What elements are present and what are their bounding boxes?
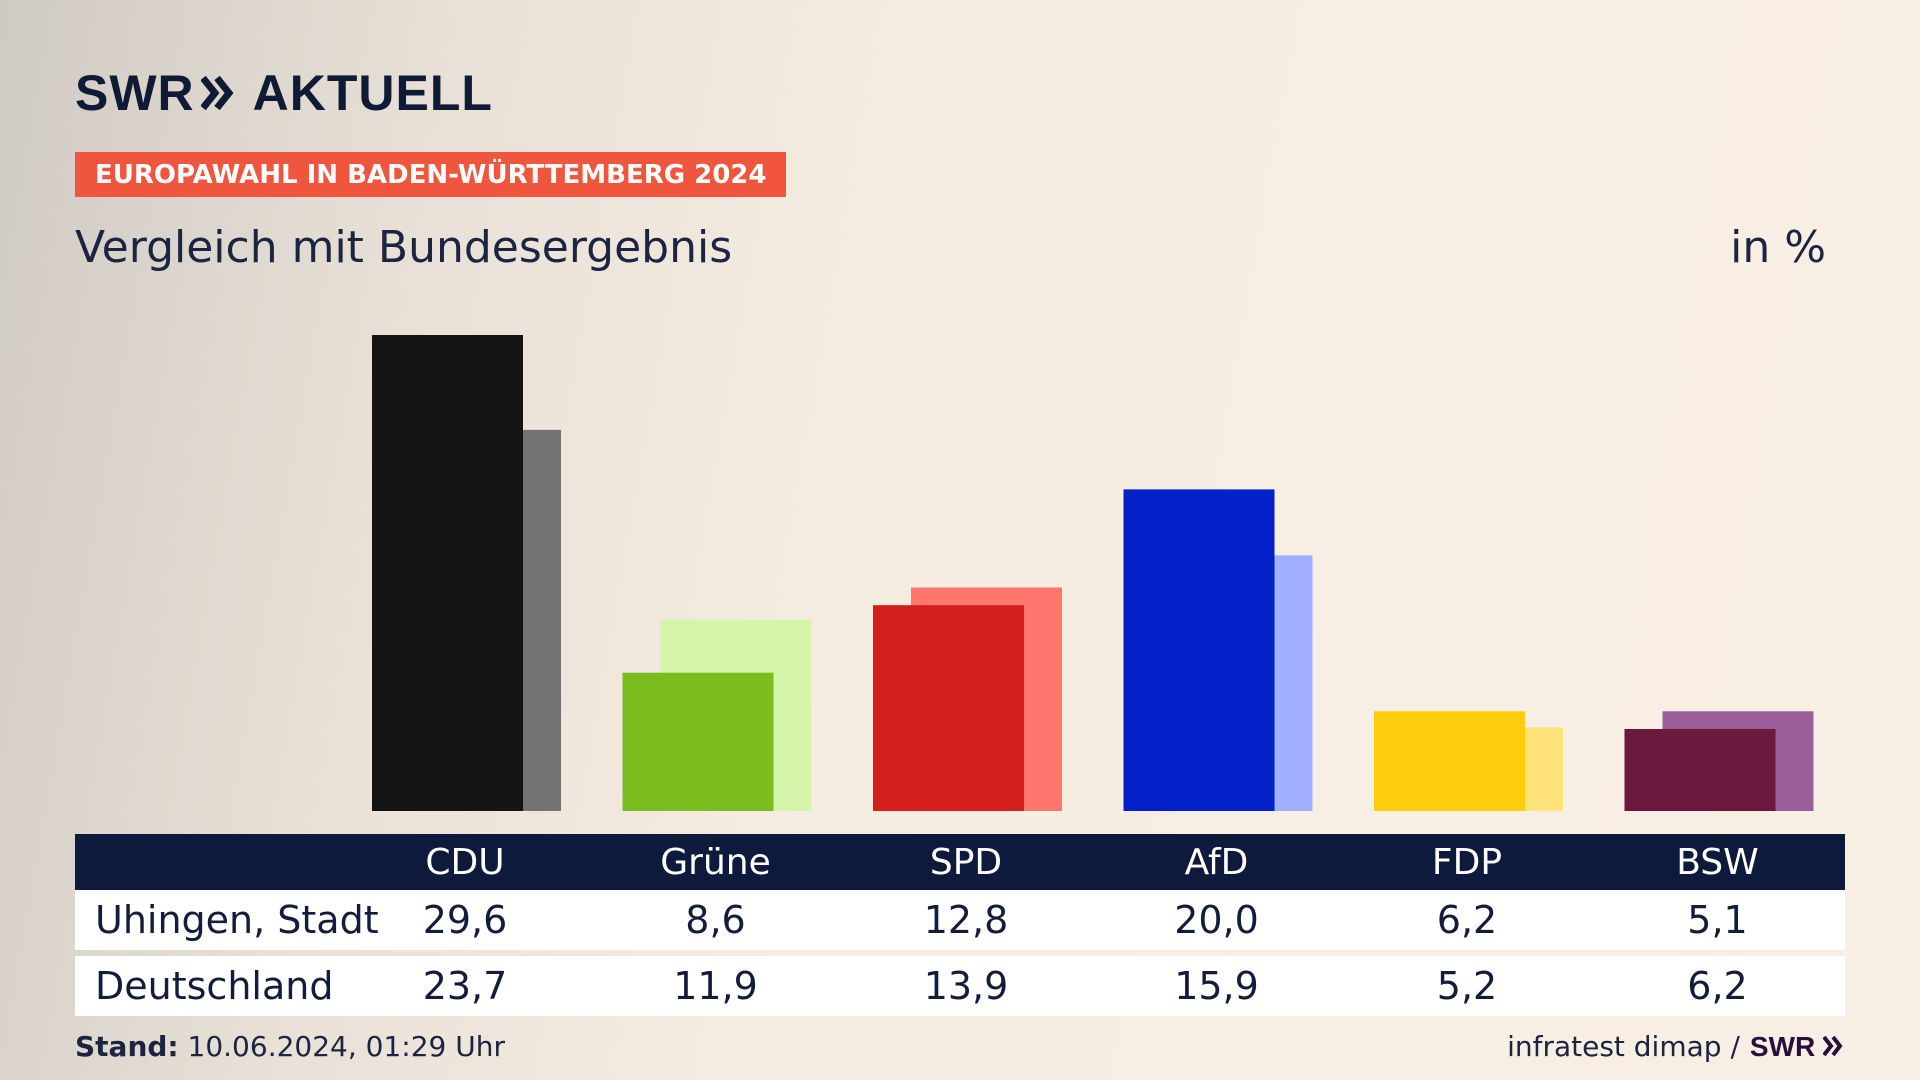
value-cell-afd: 20,0	[1174, 898, 1259, 942]
stand-value: 10.06.2024, 01:29 Uhr	[187, 1030, 505, 1063]
double-chevron-icon	[199, 64, 237, 122]
value-cell-afd: 15,9	[1174, 964, 1259, 1008]
results-table: CDU Grüne SPD AfD FDP BSW Uhingen, Stadt 29,6…	[75, 834, 1845, 1016]
column-header-afd: AfD	[1184, 841, 1249, 883]
swr-small-logo: SWR	[1750, 1031, 1845, 1063]
column-header-fdp: FDP	[1431, 841, 1503, 883]
value-cell-cdu: 29,6	[422, 898, 508, 942]
column-header-cdu: CDU	[425, 841, 505, 883]
value-cell-cdu: 23,7	[422, 964, 508, 1008]
table-row: Uhingen, Stadt 29,6 8,6 12,8 20,0 6,2 5,1	[75, 890, 1845, 950]
logo-aktuell-text: AKTUELL	[252, 65, 493, 121]
swr-small-logo-text: SWR	[1749, 1030, 1816, 1062]
table-row: Deutschland 23,7 11,9 13,9 15,9 5,2 6,2	[75, 956, 1845, 1016]
logo-swr-text: SWR	[75, 65, 195, 121]
bar-grüne-uhingen	[622, 672, 774, 811]
row-label: Deutschland	[95, 964, 334, 1008]
column-header-grüne: Grüne	[660, 841, 771, 883]
column-header-spd: SPD	[929, 841, 1003, 883]
row-label: Uhingen, Stadt	[95, 898, 379, 942]
stand-label: Stand:	[75, 1030, 179, 1063]
bar-bsw-uhingen	[1624, 728, 1776, 811]
bar-afd-uhingen	[1123, 489, 1275, 811]
bar-chart	[372, 335, 1814, 811]
double-chevron-small-icon	[1822, 1035, 1843, 1056]
bar-fdp-uhingen	[1374, 711, 1525, 811]
value-cell-bsw: 5,1	[1687, 898, 1748, 942]
value-cell-bsw: 6,2	[1687, 964, 1748, 1008]
source-text: infratest dimap /	[1507, 1030, 1740, 1063]
value-cell-fdp: 6,2	[1436, 898, 1498, 942]
chart-subtitle: Vergleich mit Bundesergebnis	[75, 222, 733, 273]
footer-source: infratest dimap / SWR	[1507, 1030, 1845, 1063]
bar-cdu-uhingen	[372, 335, 523, 811]
bar-spd-uhingen	[873, 605, 1024, 811]
column-header-bsw: BSW	[1676, 841, 1759, 883]
value-cell-fdp: 5,2	[1436, 964, 1498, 1008]
table-header-row: CDU Grüne SPD AfD FDP BSW	[75, 834, 1845, 890]
value-cell-grüne: 11,9	[673, 964, 758, 1008]
value-cell-spd: 13,9	[923, 964, 1009, 1008]
swr-aktuell-logo: SWR AKTUELL	[75, 62, 493, 124]
unit-label: in %	[1730, 222, 1826, 273]
election-banner: EUROPAWAHL IN BADEN-WÜRTTEMBERG 2024	[75, 152, 787, 197]
footer-timestamp: Stand: 10.06.2024, 01:29 Uhr	[75, 1030, 505, 1063]
value-cell-spd: 12,8	[923, 898, 1009, 942]
value-cell-grüne: 8,6	[685, 898, 746, 942]
